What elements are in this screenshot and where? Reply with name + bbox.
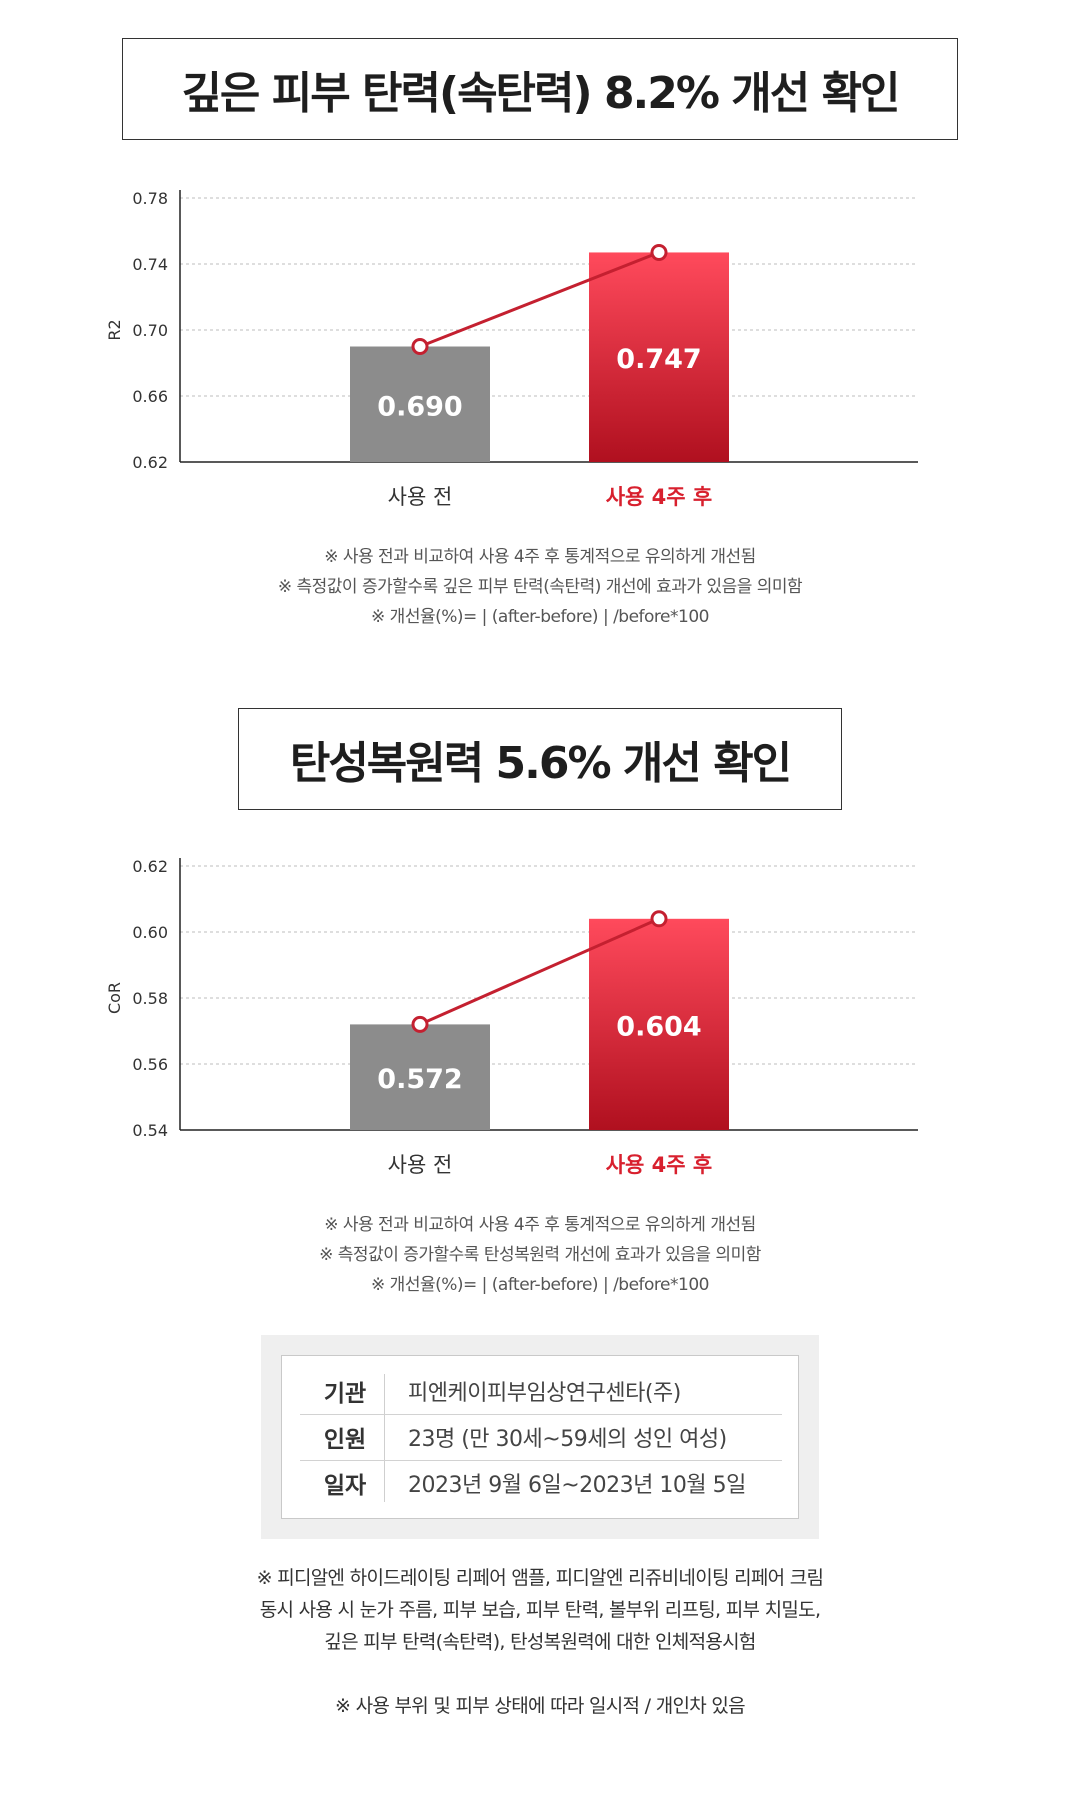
footer-line-5: ※ 사용 부위 및 피부 상태에 따라 일시적 / 개인차 있음: [335, 1695, 746, 1717]
chart2-svg: 0.62 0.60 0.58 0.56 0.54 CoR 0.572 사용 전 0.604 사용 …: [105, 857, 918, 1177]
study-info-table: 기관 피엔케이피부임상연구센타(주) 인원 23명 (만 30세~59세의 성인…: [281, 1355, 799, 1519]
y-tick-label: 0.66: [132, 387, 168, 406]
chart2-title-box: 탄성복원력 5.6% 개선 확인: [238, 708, 842, 810]
chart2-title: 탄성복원력 5.6% 개선 확인: [289, 738, 792, 789]
bar-value-label: 0.604: [616, 1011, 701, 1042]
chart1-notes: ※ 사용 전과 비교하여 사용 4주 후 통계적으로 유의하게 개선됨 ※ 측정…: [0, 542, 1080, 632]
bar-value-label: 0.690: [377, 391, 462, 422]
y-tick-label: 0.62: [132, 857, 168, 876]
footer-notes: ※ 피디알엔 하이드레이팅 리페어 앰플, 피디알엔 리쥬비네이팅 리페어 크림…: [0, 1562, 1080, 1722]
study-info-row: 일자 2023년 9월 6일~2023년 10월 5일: [300, 1460, 782, 1506]
y-axis-label: R2: [105, 319, 124, 340]
category-label: 사용 전: [388, 1153, 453, 1177]
study-info-value: 피엔케이피부임상연구센타(주): [408, 1381, 681, 1406]
footer-line-1: ※ 피디알엔 하이드레이팅 리페어 앰플, 피디알엔 리쥬비네이팅 리페어 크림: [256, 1567, 824, 1589]
trend-line: [419, 917, 660, 1026]
bar-value-label: 0.747: [616, 344, 701, 375]
category-label: 사용 전: [388, 485, 453, 509]
study-info-value: 2023년 9월 6일~2023년 10월 5일: [408, 1473, 746, 1498]
chart2-note-3: ※ 개선율(%)= | (after-before) | /before*100: [371, 1275, 709, 1295]
chart1-note-1: ※ 사용 전과 비교하여 사용 4주 후 통계적으로 유의하게 개선됨: [324, 547, 756, 567]
y-tick-label: 0.58: [132, 989, 168, 1008]
bar: [350, 346, 490, 462]
study-info-label: 인원: [323, 1427, 367, 1453]
trend-line: [419, 251, 660, 348]
y-tick-label: 0.56: [132, 1055, 168, 1074]
chart1-title: 깊은 피부 탄력(속탄력) 8.2% 개선 확인: [181, 68, 900, 119]
bar-value-label: 0.572: [377, 1064, 462, 1095]
chart1-svg: 0.78 0.74 0.70 0.66 0.62 R2 0.690 사용 전 0.747 사용 4…: [105, 189, 918, 509]
y-tick-label: 0.70: [132, 321, 168, 340]
study-info-row: 기관 피엔케이피부임상연구센타(주): [300, 1368, 782, 1415]
y-axis-label: CoR: [105, 982, 124, 1014]
y-tick-label: 0.74: [132, 255, 168, 274]
chart2-note-1: ※ 사용 전과 비교하여 사용 4주 후 통계적으로 유의하게 개선됨: [324, 1215, 756, 1235]
bar: [350, 1024, 490, 1130]
study-info-label: 일자: [323, 1473, 367, 1499]
chart1-note-2: ※ 측정값이 증가할수록 깊은 피부 탄력(속탄력) 개선에 효과가 있음을 의…: [277, 577, 803, 597]
chart1-title-box: 깊은 피부 탄력(속탄력) 8.2% 개선 확인: [122, 38, 958, 140]
chart1-note-3: ※ 개선율(%)= | (after-before) | /before*100: [371, 607, 709, 627]
study-info-divider: [384, 1374, 385, 1502]
footer-line-3: 깊은 피부 탄력(속탄력), 탄성복원력에 대한 인체적용시험: [324, 1631, 756, 1653]
category-label: 사용 4주 후: [606, 1153, 713, 1177]
study-info-label: 기관: [323, 1381, 367, 1407]
y-tick-label: 0.78: [132, 189, 168, 208]
y-tick-label: 0.60: [132, 923, 168, 942]
data-point: [411, 1015, 429, 1033]
footer-line-4: [0, 1658, 1080, 1690]
study-info-panel: 기관 피엔케이피부임상연구센타(주) 인원 23명 (만 30세~59세의 성인…: [261, 1335, 819, 1539]
chart2-note-2: ※ 측정값이 증가할수록 탄성복원력 개선에 효과가 있음을 의미함: [319, 1245, 761, 1265]
bar: [589, 918, 729, 1130]
footer-line-2: 동시 사용 시 눈가 주름, 피부 보습, 피부 탄력, 볼부위 리프팅, 피부…: [259, 1599, 821, 1621]
bar: [589, 252, 729, 462]
data-point: [650, 910, 668, 928]
chart2-notes: ※ 사용 전과 비교하여 사용 4주 후 통계적으로 유의하게 개선됨 ※ 측정…: [0, 1210, 1080, 1300]
y-tick-label: 0.54: [132, 1121, 168, 1140]
data-point: [411, 338, 429, 355]
study-info-row: 인원 23명 (만 30세~59세의 성인 여성): [300, 1414, 782, 1461]
data-point: [650, 243, 668, 261]
y-tick-label: 0.62: [132, 453, 168, 472]
category-label: 사용 4주 후: [606, 485, 713, 509]
study-info-value: 23명 (만 30세~59세의 성인 여성): [408, 1427, 727, 1452]
